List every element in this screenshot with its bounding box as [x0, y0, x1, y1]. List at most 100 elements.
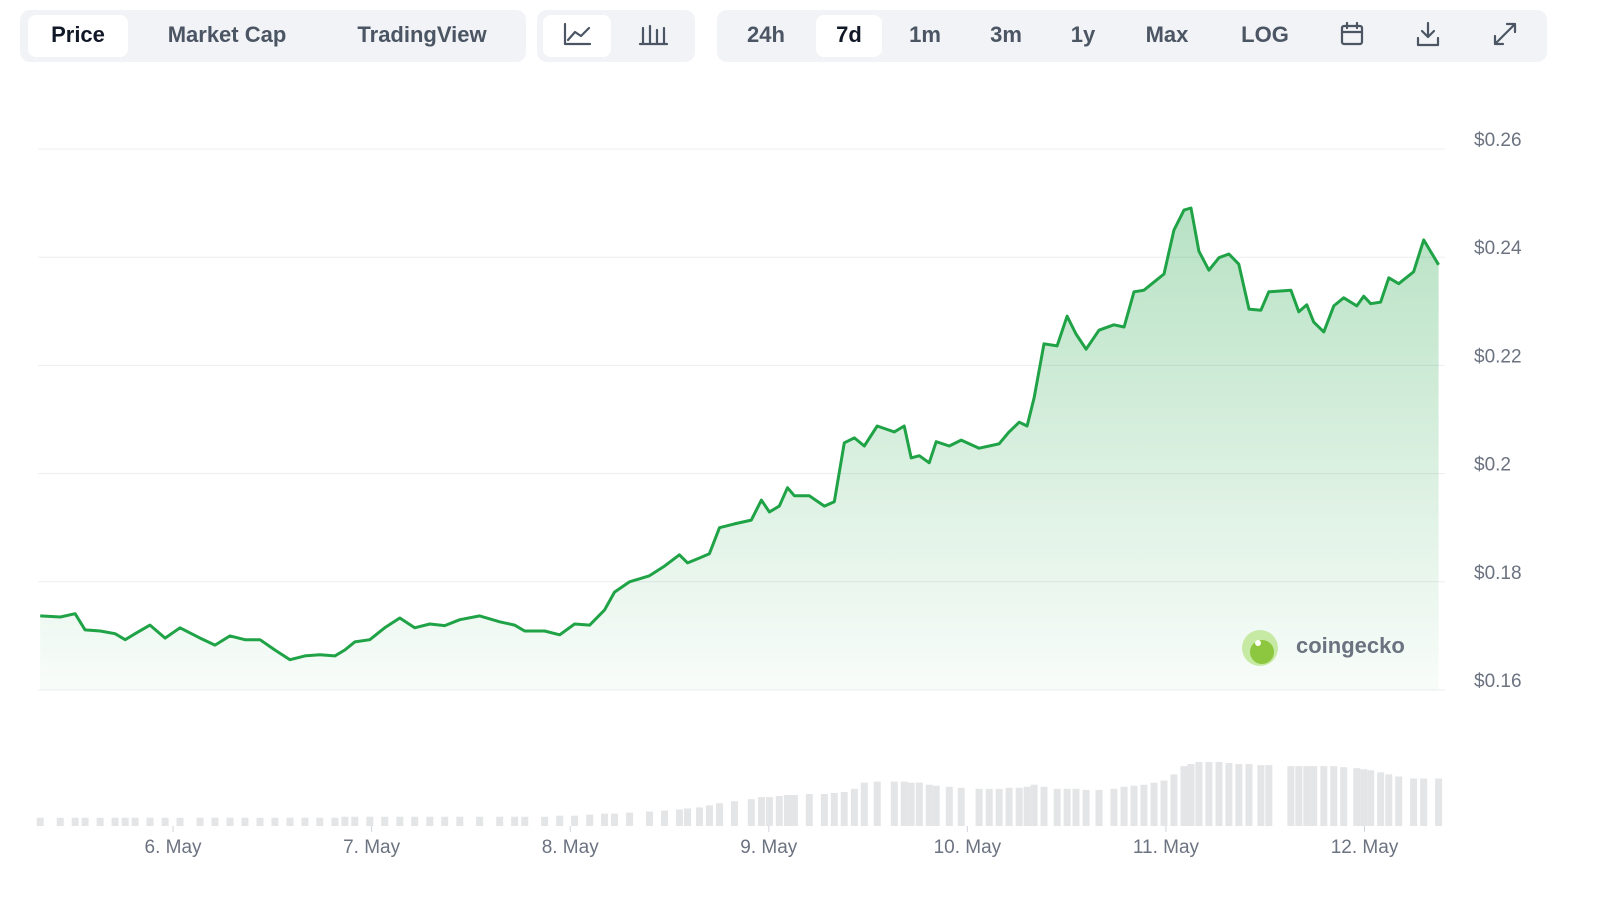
- x-tick-label: 7. May: [343, 837, 401, 858]
- volume-bar: [1257, 765, 1265, 826]
- range-button[interactable]: 1m: [909, 22, 941, 47]
- plot-area: $0.16 $0.18 $0.2 $0.22 $0.24 $0.26 6. May 7. Ma…: [36, 130, 1522, 858]
- volume-bar: [256, 817, 264, 826]
- volume-bar: [381, 816, 389, 826]
- watermark-text: coingecko: [1296, 633, 1405, 658]
- selected-range-bg: [816, 15, 882, 57]
- range-button[interactable]: Max: [1146, 22, 1190, 47]
- volume-bar: [860, 782, 868, 826]
- volume-bar: [957, 787, 965, 826]
- volume-bar: [521, 816, 529, 826]
- volume-bar: [511, 816, 519, 826]
- watermark: coingecko: [1242, 630, 1405, 666]
- volume-bar: [556, 815, 564, 826]
- volume-bar: [907, 782, 915, 826]
- volume-bar: [915, 782, 923, 826]
- x-tick-label: 12. May: [1331, 837, 1399, 858]
- volume-bar: [131, 817, 139, 826]
- range-group: [717, 10, 1547, 62]
- volume-bar: [925, 784, 933, 826]
- volume-bar: [1245, 764, 1253, 826]
- volume-bar: [396, 816, 404, 826]
- volume-bar: [1130, 785, 1138, 826]
- volume-bar: [873, 781, 881, 826]
- volume-bar: [684, 808, 692, 826]
- volume-bar: [1310, 766, 1318, 826]
- x-tick-label: 8. May: [542, 837, 600, 858]
- volume-bar: [1095, 789, 1103, 826]
- volume-bar: [96, 817, 104, 826]
- volume-bar: [1063, 788, 1071, 826]
- volume-bar: [1180, 766, 1188, 826]
- volume-bar: [1005, 787, 1013, 826]
- volume-bar: [351, 816, 359, 826]
- price-line: [40, 206, 1440, 662]
- volume-bar: [1040, 786, 1048, 826]
- volume-bar: [1265, 765, 1273, 826]
- volume-bar: [1385, 774, 1393, 826]
- range-button[interactable]: 7d: [836, 22, 862, 47]
- x-tick-label: 9. May: [740, 837, 798, 858]
- download-button[interactable]: [1416, 21, 1440, 47]
- volume-bar: [71, 817, 79, 826]
- volume-bar: [1072, 788, 1080, 826]
- fullscreen-button[interactable]: [1493, 22, 1517, 46]
- view-tabs: Price Market Cap TradingView: [28, 15, 487, 57]
- volume-bar: [830, 792, 838, 826]
- volume-bar: [1353, 768, 1361, 826]
- volume-bar: [476, 816, 484, 826]
- volume-bar: [571, 815, 579, 826]
- volume-bar: [1023, 786, 1031, 826]
- volume-bar: [441, 816, 449, 826]
- volume-bar: [456, 816, 464, 826]
- line-chart-icon: [563, 22, 592, 46]
- volume-bar: [1235, 764, 1243, 826]
- range-button[interactable]: 1y: [1071, 22, 1096, 47]
- volume-bar: [1320, 766, 1328, 826]
- volume-bar: [900, 781, 908, 826]
- volume-bar: [341, 816, 349, 826]
- selected-tab-bg: [28, 15, 128, 57]
- volume-bar: [1195, 762, 1203, 826]
- volume-bar: [111, 817, 119, 826]
- view-tab[interactable]: TradingView: [357, 22, 487, 47]
- volume-bar: [1150, 782, 1158, 826]
- volume-bar: [601, 813, 609, 826]
- y-tick-label: $0.18: [1474, 563, 1522, 584]
- volume-bar: [316, 817, 324, 826]
- volume-bar: [1030, 784, 1038, 826]
- volume-bar: [1330, 766, 1338, 826]
- volume-bar: [1420, 778, 1428, 826]
- line-chart-button[interactable]: [543, 15, 611, 57]
- volume-bar: [1187, 764, 1195, 826]
- volume-bar: [1340, 767, 1348, 826]
- volume-bar: [1170, 774, 1178, 826]
- volume-bar: [1215, 762, 1223, 826]
- volume-bar: [1360, 769, 1368, 826]
- volume-bar: [1082, 789, 1090, 826]
- price-area: [40, 208, 1439, 690]
- volume-bar: [1205, 762, 1213, 826]
- volume-bar: [1140, 784, 1148, 826]
- volume-bar: [1120, 786, 1128, 826]
- volume-bar: [241, 817, 249, 826]
- x-tick-label: 10. May: [934, 837, 1002, 858]
- volume-bar: [705, 805, 713, 826]
- range-button[interactable]: 24h: [747, 22, 785, 47]
- range-button[interactable]: 3m: [990, 22, 1022, 47]
- volume-bar: [496, 816, 504, 826]
- volume-bar: [850, 788, 858, 826]
- view-tab[interactable]: Market Cap: [168, 22, 287, 47]
- view-tab[interactable]: Price: [51, 22, 105, 47]
- view-tab-group: [20, 10, 526, 62]
- volume-bar: [586, 814, 594, 826]
- volume-bar: [626, 812, 634, 826]
- range-button[interactable]: LOG: [1241, 22, 1289, 47]
- candle-chart-icon[interactable]: [638, 24, 669, 46]
- calendar-button[interactable]: [1340, 21, 1364, 46]
- volume-bar: [757, 797, 765, 826]
- y-tick-label: $0.2: [1474, 455, 1511, 476]
- volume-bar: [196, 817, 204, 826]
- volume-bar: [301, 817, 309, 826]
